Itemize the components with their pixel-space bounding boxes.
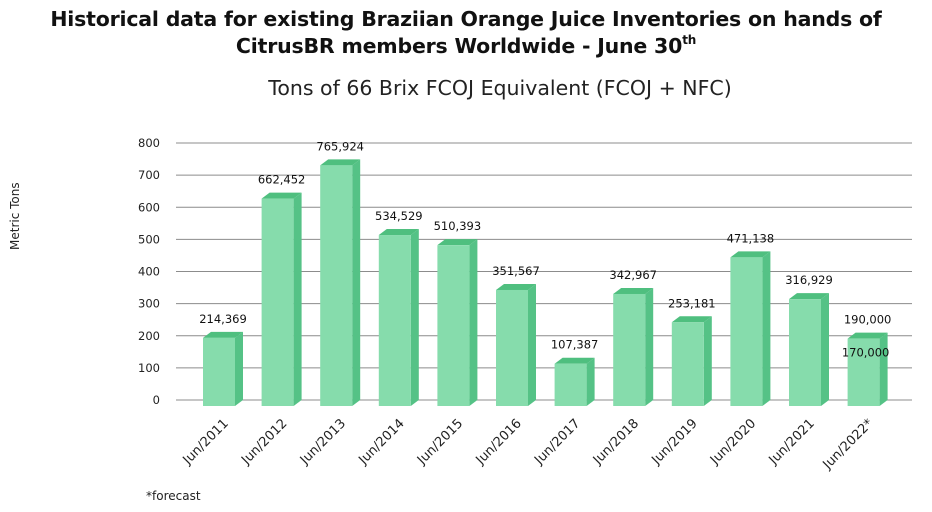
data-label: 253,181	[668, 296, 716, 310]
bar-side	[293, 192, 302, 406]
bar-top	[203, 331, 243, 338]
data-label: 534,529	[375, 209, 423, 223]
bar-side	[821, 293, 829, 406]
bar	[613, 287, 654, 406]
bar-top	[789, 293, 829, 300]
bar-top	[261, 192, 302, 199]
bar-side	[469, 239, 478, 406]
bar-front	[261, 198, 294, 406]
bar	[203, 331, 243, 406]
bar-top	[847, 332, 888, 339]
x-tick-label: Jun/2011	[180, 416, 232, 468]
bar-top	[730, 251, 771, 258]
chart-subtitle: Tons of 66 Brix FCOJ Equivalent (FCOJ + …	[268, 76, 732, 100]
x-tick-label: Jun/2012	[238, 416, 290, 468]
data-label: 342,967	[609, 268, 657, 282]
bar-side	[645, 287, 654, 406]
chart-title-line-2-text: CitrusBR members Worldwide - June 30	[235, 34, 683, 58]
bar-top	[671, 316, 712, 323]
bar-top	[320, 159, 361, 166]
bars	[203, 159, 888, 406]
bar-side	[586, 357, 595, 406]
chart-title: Historical data for existing Braziian Or…	[0, 6, 932, 60]
chart-title-superscript: th	[682, 33, 697, 47]
data-label: 190,000	[844, 313, 892, 327]
x-tick-label: Jun/2020	[707, 416, 759, 468]
bar-front	[613, 293, 646, 406]
bar	[496, 283, 536, 406]
data-label: 510,393	[434, 219, 482, 233]
y-tick-label: 400	[138, 265, 160, 279]
chart-title-line-1: Historical data for existing Braziian Or…	[50, 7, 882, 31]
bar-front	[320, 165, 353, 406]
x-tick-label: Jun/2017	[531, 416, 583, 468]
bar-front	[847, 338, 880, 406]
bar-side	[410, 229, 419, 406]
data-label: 662,452	[258, 173, 306, 187]
bar-side	[235, 331, 243, 406]
bar	[261, 192, 302, 406]
y-tick-label: 600	[138, 200, 160, 214]
bar-top	[378, 229, 419, 236]
bar-front	[789, 299, 821, 406]
bar-front	[378, 235, 411, 406]
chart-title-line-2: CitrusBR members Worldwide - June 30th	[0, 33, 932, 60]
bar-side	[352, 159, 361, 406]
x-tick-label: Jun/2018	[590, 416, 642, 468]
bar-front	[203, 337, 235, 406]
x-tick-label: Jun/2016	[473, 416, 525, 468]
bar	[730, 251, 771, 406]
bar	[554, 357, 595, 406]
bar	[378, 229, 419, 406]
y-tick-label: 100	[138, 361, 160, 375]
data-label: 107,387	[551, 338, 599, 352]
data-label: 316,929	[785, 273, 833, 287]
x-tick-label: Jun/2013	[297, 416, 349, 468]
x-tick-label: Jun/2015	[414, 416, 466, 468]
data-label: 765,924	[316, 139, 364, 153]
y-tick-label: 200	[138, 329, 160, 343]
bar-front	[730, 257, 763, 406]
bar-side	[762, 251, 771, 406]
data-label: 471,138	[727, 231, 775, 245]
x-tick-label: Jun/2021	[766, 416, 818, 468]
data-label-secondary: 170,000	[842, 346, 890, 360]
bar-top	[437, 239, 478, 246]
y-tick-label: 0	[153, 393, 160, 407]
bar-front	[496, 289, 528, 406]
bar-side	[703, 316, 712, 406]
y-tick-label: 700	[138, 168, 160, 182]
bar-front	[437, 245, 470, 406]
bar-top	[613, 287, 654, 294]
bar	[437, 239, 478, 406]
bar	[320, 159, 361, 406]
x-tick-label: Jun/2014	[355, 416, 407, 468]
bar-top	[496, 283, 536, 290]
bar-top	[554, 357, 595, 364]
bar-side	[528, 283, 536, 406]
y-tick-label: 800	[138, 136, 160, 150]
bar	[789, 293, 829, 406]
data-label: 351,567	[492, 264, 540, 278]
x-tick-label: Jun/2022*	[820, 416, 877, 473]
bar-side	[879, 332, 888, 406]
bar-front	[554, 363, 587, 406]
data-label: 214,369	[199, 312, 247, 326]
bar	[671, 316, 712, 406]
bar	[847, 332, 888, 406]
y-tick-label: 300	[138, 297, 160, 311]
forecast-footnote: *forecast	[146, 489, 201, 503]
x-tick-label: Jun/2019	[648, 416, 700, 468]
bar-front	[671, 322, 704, 406]
y-tick-label: 500	[138, 232, 160, 246]
